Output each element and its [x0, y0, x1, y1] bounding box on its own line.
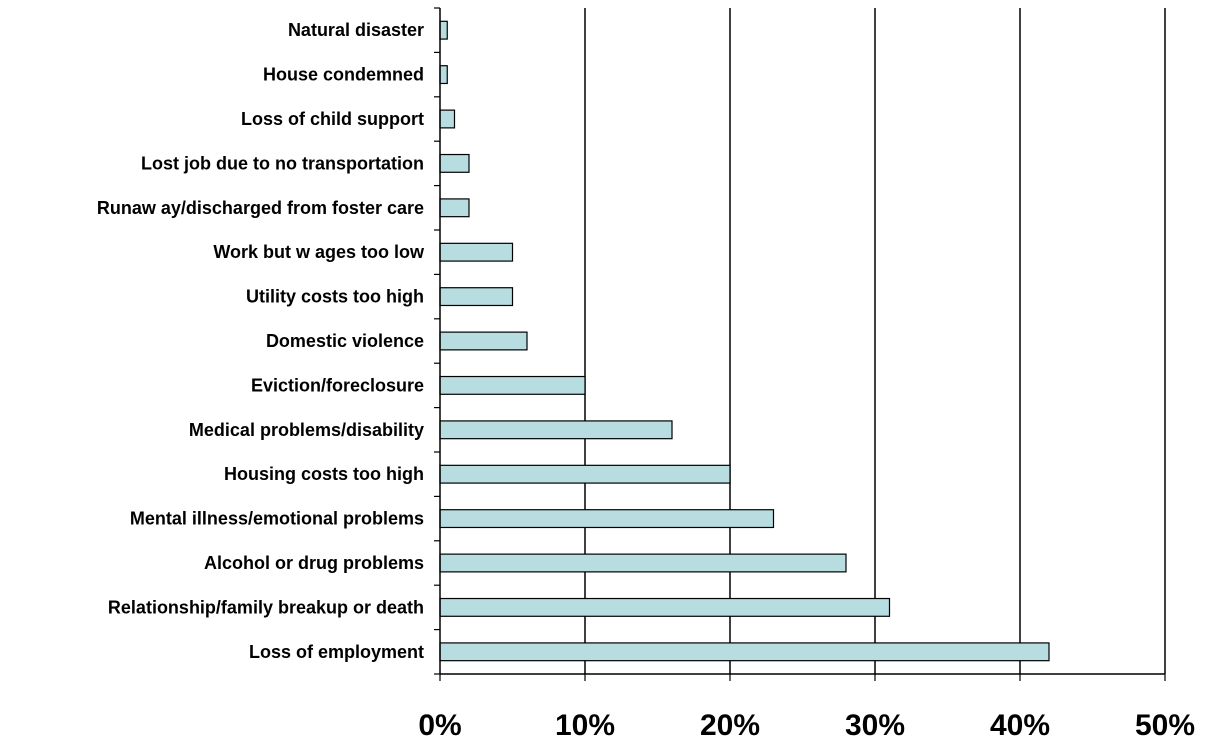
- bar: [439, 375, 586, 395]
- category-label: Medical problems/disability: [189, 420, 424, 440]
- category-label: Work but w ages too low: [213, 242, 425, 262]
- category-label: Lost job due to no transportation: [141, 153, 424, 173]
- bar: [439, 198, 470, 218]
- bar: [439, 509, 775, 529]
- category-label: Utility costs too high: [246, 287, 424, 307]
- category-label: Runaw ay/discharged from foster care: [97, 198, 424, 218]
- bar: [439, 65, 448, 85]
- axes: [434, 7, 1166, 681]
- bar: [439, 420, 673, 440]
- category-label: Mental illness/emotional problems: [130, 509, 424, 529]
- category-label: Loss of child support: [241, 109, 424, 129]
- category-label: Housing costs too high: [224, 464, 424, 484]
- bar: [439, 153, 470, 173]
- x-tick-label: 0%: [418, 709, 461, 742]
- bar: [439, 20, 448, 40]
- x-tick-label: 50%: [1135, 709, 1195, 742]
- bar: [439, 109, 456, 129]
- gridlines: [584, 8, 1166, 674]
- category-label: House condemned: [263, 65, 424, 85]
- x-tick-label: 10%: [555, 709, 615, 742]
- x-tick-label: 40%: [990, 709, 1050, 742]
- category-label: Loss of employment: [249, 642, 424, 662]
- bar: [439, 597, 891, 617]
- category-label: Relationship/family breakup or death: [108, 597, 424, 617]
- bar: [439, 331, 528, 351]
- bars: [439, 20, 1050, 662]
- x-tick-label: 30%: [845, 709, 905, 742]
- bar: [439, 553, 847, 573]
- category-labels: Natural disaster House condemned Loss of c…: [97, 20, 425, 662]
- category-label: Natural disaster: [288, 20, 424, 40]
- x-tick-label: 20%: [700, 709, 760, 742]
- category-label: Eviction/foreclosure: [251, 375, 424, 395]
- bar: [439, 287, 514, 307]
- bar: [439, 242, 514, 262]
- x-tick-labels: 0% 10% 20% 30% 40% 50%: [418, 709, 1195, 742]
- category-label: Domestic violence: [266, 331, 424, 351]
- category-label: Alcohol or drug problems: [204, 553, 424, 573]
- bar: [439, 642, 1050, 662]
- bar: [439, 464, 731, 484]
